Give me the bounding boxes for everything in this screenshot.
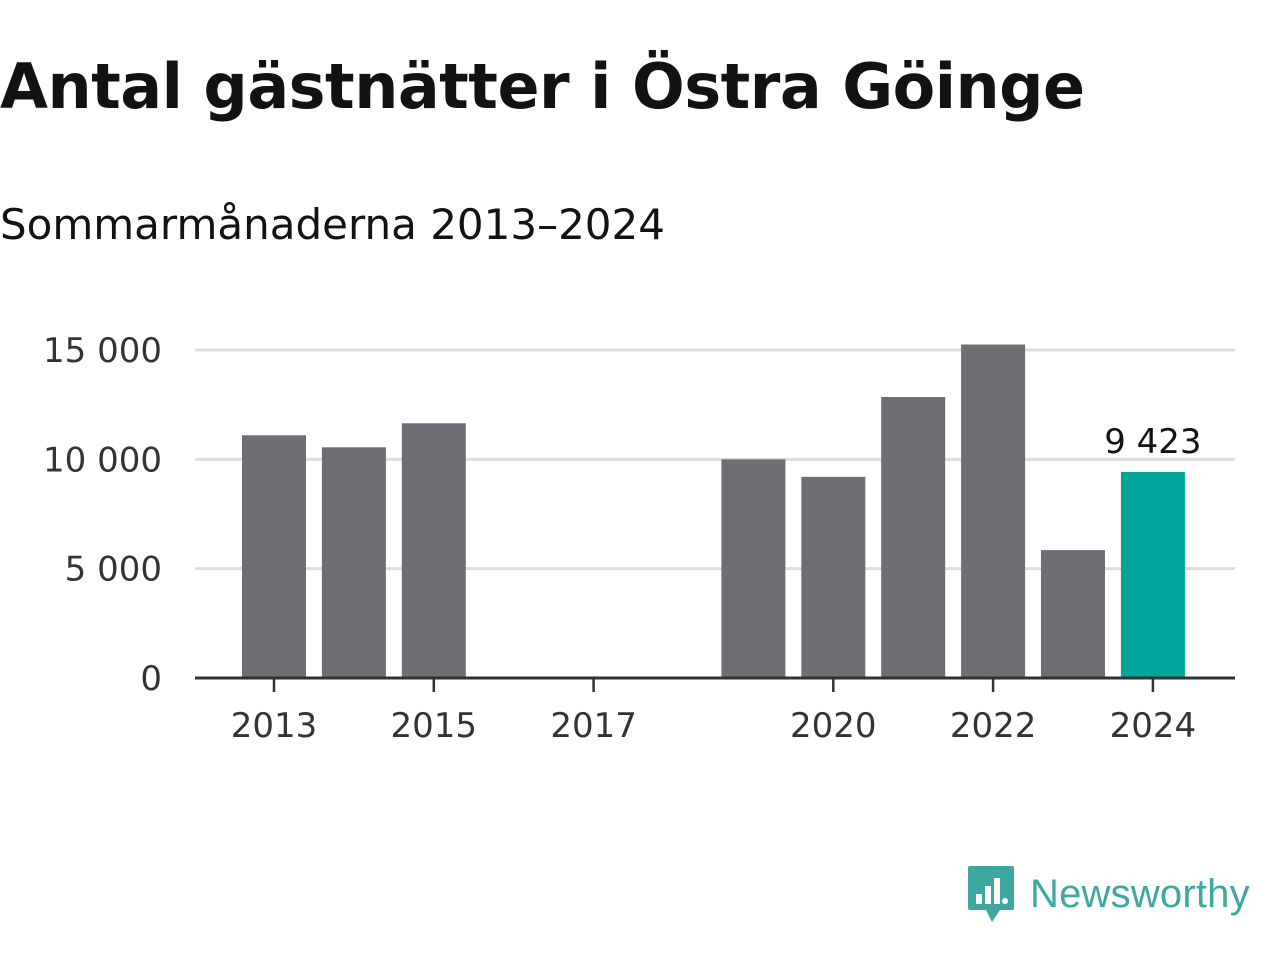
bar-2013 bbox=[242, 435, 306, 678]
bar-2024 bbox=[1120, 471, 1185, 678]
data-labels: 9 423 bbox=[1104, 422, 1201, 462]
x-tick-label: 2022 bbox=[950, 706, 1037, 746]
y-tick-label: 5 000 bbox=[65, 550, 162, 590]
chart-subtitle: Sommarmånaderna 2013–2024 bbox=[0, 200, 665, 249]
y-tick-label: 10 000 bbox=[43, 440, 162, 480]
y-tick-label: 15 000 bbox=[43, 331, 162, 371]
bars bbox=[242, 344, 1185, 678]
x-axis-ticks: 2013 2015 2017 2020 2022 2024 bbox=[231, 678, 1196, 746]
brand-name: Newsworthy bbox=[1030, 871, 1250, 916]
brand-logo: Newsworthy bbox=[966, 864, 1250, 924]
x-tick-label: 2015 bbox=[391, 706, 478, 746]
chart-title: Antal gästnätter i Östra Göinge bbox=[0, 50, 1085, 123]
y-tick-label: 0 bbox=[140, 659, 162, 699]
x-tick-label: 2017 bbox=[550, 706, 637, 746]
bar-2021 bbox=[881, 397, 946, 678]
x-tick-label: 2020 bbox=[790, 706, 877, 746]
data-label-2024: 9 423 bbox=[1104, 422, 1201, 462]
x-tick-label: 2024 bbox=[1110, 706, 1197, 746]
bar-2020 bbox=[801, 476, 866, 678]
x-tick-label: 2013 bbox=[231, 706, 318, 746]
bar-2023 bbox=[1041, 550, 1105, 678]
bar-2022 bbox=[961, 344, 1026, 678]
newsworthy-logo-icon bbox=[968, 866, 1014, 922]
bar-2015 bbox=[401, 423, 466, 678]
bar-2019 bbox=[721, 459, 786, 678]
bar-2014 bbox=[321, 447, 386, 678]
y-axis-ticks: 0 5 000 10 000 15 000 bbox=[43, 331, 162, 699]
